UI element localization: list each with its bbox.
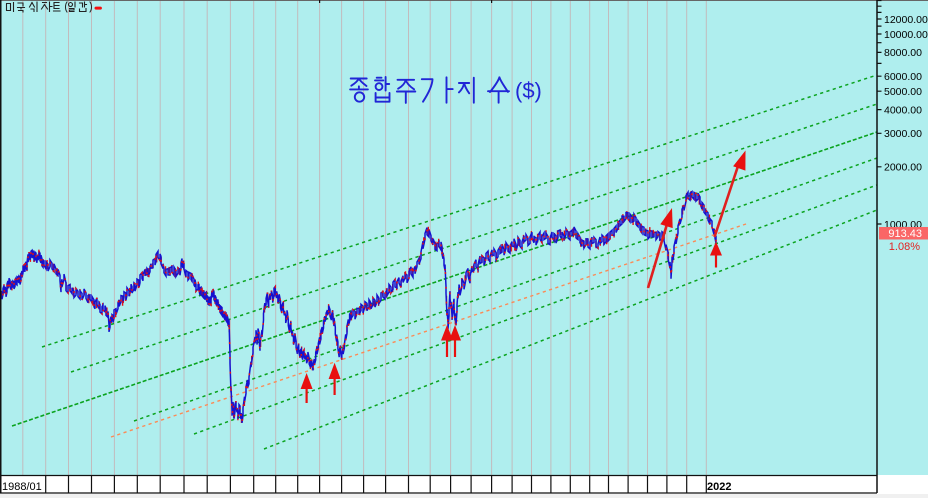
svg-text:2022: 2022 xyxy=(707,481,731,493)
svg-text:10000.00: 10000.00 xyxy=(884,29,928,41)
svg-text:12000.00: 12000.00 xyxy=(884,14,928,26)
svg-text:1.08%: 1.08% xyxy=(889,241,920,253)
svg-text:5000.00: 5000.00 xyxy=(884,86,922,98)
svg-text:2000.00: 2000.00 xyxy=(884,162,922,174)
svg-text:4000.00: 4000.00 xyxy=(884,104,922,116)
svg-text:913.43: 913.43 xyxy=(888,228,922,240)
svg-text:8000.00: 8000.00 xyxy=(884,47,922,59)
svg-text:1988/01: 1988/01 xyxy=(2,481,42,493)
svg-text:($): ($) xyxy=(515,78,542,103)
svg-text:3000.00: 3000.00 xyxy=(884,128,922,140)
svg-text:6000.00: 6000.00 xyxy=(884,71,922,83)
